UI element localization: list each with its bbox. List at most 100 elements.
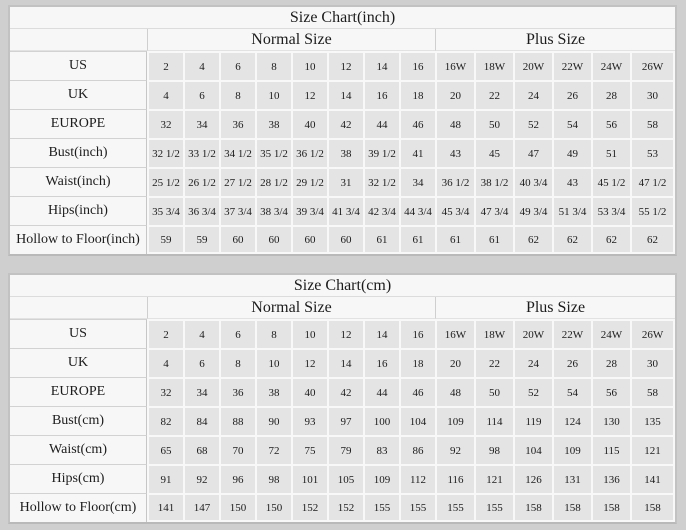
size-cell: 37 3/4 xyxy=(219,196,255,225)
size-row: UK 4 6 8 10 12 14 16 18 20 22 24 26 28 30 xyxy=(10,348,676,377)
size-cell: 34 xyxy=(183,109,219,138)
size-cell: 116 xyxy=(435,464,474,493)
normal-size-header: Normal Size xyxy=(147,297,435,319)
size-cell: 84 xyxy=(183,406,219,435)
table-title-row: Size Chart(cm) xyxy=(10,275,676,297)
size-cell: 4 xyxy=(183,51,219,80)
size-chart-table-inch: Size Chart(inch) Normal Size Plus Size U… xyxy=(8,5,678,256)
size-cell: 45 3/4 xyxy=(435,196,474,225)
size-cell: 44 xyxy=(363,109,399,138)
size-cell: 46 xyxy=(399,377,435,406)
size-cell: 60 xyxy=(291,225,327,254)
size-cell: 155 xyxy=(363,493,399,522)
row-label: Bust(cm) xyxy=(10,406,147,435)
row-label: EUROPE xyxy=(10,377,147,406)
size-cell: 24W xyxy=(591,319,630,348)
size-cell: 42 xyxy=(327,109,363,138)
size-cell: 32 1/2 xyxy=(363,167,399,196)
size-cell: 61 xyxy=(363,225,399,254)
size-group-header-row: Normal Size Plus Size xyxy=(10,29,676,51)
row-label: Hips(cm) xyxy=(10,464,147,493)
size-row: UK 4 6 8 10 12 14 16 18 20 22 24 26 28 30 xyxy=(10,80,676,109)
size-cell: 59 xyxy=(147,225,183,254)
size-cell: 27 1/2 xyxy=(219,167,255,196)
size-cell: 68 xyxy=(183,435,219,464)
size-cell: 34 xyxy=(183,377,219,406)
row-label: US xyxy=(10,319,147,348)
size-cell: 12 xyxy=(327,51,363,80)
size-cell: 8 xyxy=(219,80,255,109)
size-cell: 121 xyxy=(474,464,513,493)
size-cell: 72 xyxy=(255,435,291,464)
size-cell: 40 xyxy=(291,109,327,138)
size-cell: 38 xyxy=(327,138,363,167)
size-cell: 2 xyxy=(147,319,183,348)
label-column-header xyxy=(10,297,147,319)
size-cell: 32 xyxy=(147,109,183,138)
size-cell: 16W xyxy=(435,51,474,80)
size-cell: 53 xyxy=(630,138,676,167)
size-cell: 36 1/2 xyxy=(291,138,327,167)
size-cell: 16 xyxy=(399,319,435,348)
size-cell: 155 xyxy=(399,493,435,522)
table-title: Size Chart(cm) xyxy=(10,275,676,297)
size-cell: 14 xyxy=(327,80,363,109)
row-label: Hips(inch) xyxy=(10,196,147,225)
size-cell: 33 1/2 xyxy=(183,138,219,167)
size-cell: 12 xyxy=(291,80,327,109)
size-cell: 126 xyxy=(513,464,552,493)
size-cell: 105 xyxy=(327,464,363,493)
size-cell: 124 xyxy=(552,406,591,435)
size-cell: 43 xyxy=(552,167,591,196)
size-cell: 35 3/4 xyxy=(147,196,183,225)
size-cell: 56 xyxy=(591,109,630,138)
size-cell: 10 xyxy=(255,80,291,109)
size-cell: 26 xyxy=(552,80,591,109)
size-cell: 119 xyxy=(513,406,552,435)
size-cell: 56 xyxy=(591,377,630,406)
size-cell: 38 xyxy=(255,377,291,406)
size-cell: 121 xyxy=(630,435,676,464)
size-group-header-row: Normal Size Plus Size xyxy=(10,297,676,319)
row-label: EUROPE xyxy=(10,109,147,138)
size-cell: 20 xyxy=(435,348,474,377)
size-cell: 14 xyxy=(327,348,363,377)
size-cell: 35 1/2 xyxy=(255,138,291,167)
size-cell: 61 xyxy=(474,225,513,254)
row-label: UK xyxy=(10,348,147,377)
size-cell: 47 xyxy=(513,138,552,167)
size-cell: 54 xyxy=(552,377,591,406)
size-cell: 86 xyxy=(399,435,435,464)
size-cell: 6 xyxy=(183,80,219,109)
size-cell: 60 xyxy=(327,225,363,254)
size-cell: 28 1/2 xyxy=(255,167,291,196)
size-cell: 24 xyxy=(513,80,552,109)
size-cell: 28 xyxy=(591,348,630,377)
size-cell: 16 xyxy=(363,80,399,109)
size-cell: 8 xyxy=(255,319,291,348)
size-cell: 2 xyxy=(147,51,183,80)
size-cell: 8 xyxy=(255,51,291,80)
row-label: Hollow to Floor(cm) xyxy=(10,493,147,522)
size-row: Hollow to Floor(inch) 59 59 60 60 60 60 61 61 61 6… xyxy=(10,225,676,254)
size-cell: 22W xyxy=(552,51,591,80)
size-row: Waist(cm) 65 68 70 72 75 79 83 86 92 98 104 109 115 12… xyxy=(10,435,676,464)
size-cell: 34 xyxy=(399,167,435,196)
row-label: UK xyxy=(10,80,147,109)
size-cell: 18W xyxy=(474,51,513,80)
size-cell: 41 3/4 xyxy=(327,196,363,225)
size-cell: 82 xyxy=(147,406,183,435)
size-cell: 42 3/4 xyxy=(363,196,399,225)
size-rows-inch: US 2 4 6 8 10 12 14 16 16W 18W 20W 22W 24W 26W UK 4 6 8 10 1… xyxy=(10,51,676,254)
size-cell: 16 xyxy=(363,348,399,377)
size-cell: 26W xyxy=(630,319,676,348)
size-cell: 88 xyxy=(219,406,255,435)
size-cell: 96 xyxy=(219,464,255,493)
size-cell: 45 xyxy=(474,138,513,167)
size-row: EUROPE 32 34 36 38 40 42 44 46 48 50 52 54 56 58 xyxy=(10,109,676,138)
size-cell: 48 xyxy=(435,377,474,406)
size-cell: 98 xyxy=(474,435,513,464)
size-cell: 22 xyxy=(474,80,513,109)
size-row: Bust(cm) 82 84 88 90 93 97 100 104 109 114 119 124 13… xyxy=(10,406,676,435)
size-cell: 32 1/2 xyxy=(147,138,183,167)
